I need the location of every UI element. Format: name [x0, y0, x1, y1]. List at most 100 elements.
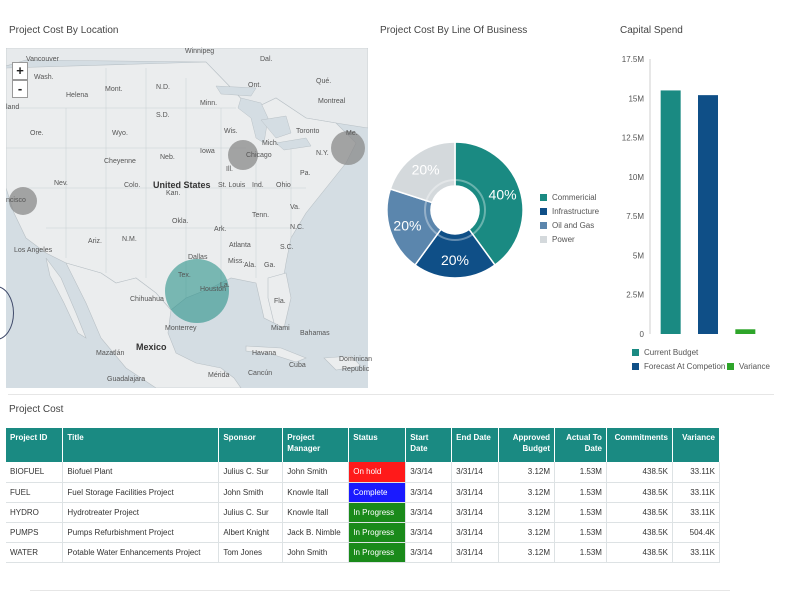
pie-legend-item[interactable]: Infrastructure: [540, 207, 599, 216]
bubble-chicago[interactable]: [228, 140, 258, 170]
col-status[interactable]: Status: [348, 428, 407, 462]
bar-legend-item[interactable]: Current Budget: [632, 348, 698, 357]
pie-inner-ring: [424, 179, 486, 241]
table-row[interactable]: HYDRO Hydrotreater Project Julius C. Sur Kn…: [6, 502, 721, 523]
table-row[interactable]: BIOFUEL Biofuel Plant Julius C. Sur John Sm…: [6, 462, 721, 483]
legend-label: Current Budget: [644, 348, 699, 357]
label-tenn: Tenn.: [252, 212, 270, 219]
label-bahamas: Bahamas: [300, 330, 330, 337]
label-helena: Helena: [66, 92, 89, 99]
col-start-date[interactable]: Start Date: [405, 428, 453, 462]
table-row[interactable]: PUMPS Pumps Refurbishment Project Albert K…: [6, 522, 721, 543]
cell-id: PUMPS: [6, 522, 64, 543]
cell-sponsor: Tom Jones: [218, 542, 284, 563]
cell-budget: 3.12M: [498, 482, 556, 503]
bubble-houston[interactable]: [165, 259, 229, 323]
col-title[interactable]: Title: [62, 428, 220, 462]
label-kan: Kan.: [166, 190, 181, 197]
col-variance[interactable]: Variance: [672, 428, 721, 462]
state-borders: [6, 68, 306, 298]
label-cancun: Cancún: [248, 370, 273, 377]
label-monterrey: Monterrey: [165, 325, 197, 332]
label-united-states: United States: [153, 180, 211, 190]
pie-title: Project Cost By Line Of Business: [380, 25, 528, 36]
label-va: Va.: [290, 204, 300, 211]
cell-manager: Knowle Itall: [282, 502, 350, 523]
pie-legend-item[interactable]: Oil and Gas: [540, 221, 594, 230]
label-republic: Republic: [342, 366, 370, 373]
cuba-land: [245, 345, 307, 363]
pie-label: 40%: [489, 187, 517, 203]
pie-label: 20%: [412, 162, 440, 178]
col-commitments[interactable]: Commitments: [606, 428, 673, 462]
label-mexico: Mexico: [136, 342, 167, 352]
label-nev: Nev.: [54, 180, 68, 187]
status-badge: In Progress: [348, 502, 407, 523]
bar-legend-item[interactable]: Variance: [727, 362, 770, 371]
col-approved-budget[interactable]: Approved Budget: [498, 428, 556, 462]
bubble-san-francisco[interactable]: [9, 187, 37, 215]
label-ala: Ala.: [244, 262, 257, 269]
label-fla: Fla.: [274, 298, 286, 305]
label-dominican: Dominican: [339, 356, 373, 363]
pie-slice-commericial[interactable]: [454, 141, 524, 267]
label-wash: Wash.: [34, 74, 54, 81]
table-row[interactable]: FUEL Fuel Storage Facilities Project John …: [6, 482, 721, 503]
pie-label: 20%: [393, 217, 421, 233]
pie-slice-power[interactable]: [389, 141, 456, 204]
col-actual-to-date[interactable]: Actual To Date: [554, 428, 607, 462]
label-wyo: Wyo.: [112, 130, 128, 137]
status-badge: In Progress: [348, 522, 407, 543]
bar-variance[interactable]: [735, 329, 756, 334]
project-location-map[interactable]: [6, 48, 368, 388]
cell-manager: John Smith: [282, 462, 350, 483]
table-row[interactable]: WATER Potable Water Enhancements Project T…: [6, 542, 721, 563]
map-canvas: [6, 48, 368, 388]
bottom-divider: [30, 590, 730, 591]
label-ore: Ore.: [30, 130, 44, 137]
bar-forecast-at-competion[interactable]: [698, 95, 718, 334]
cell-actual: 1.53M: [554, 542, 607, 563]
cell-manager: Jack B. Nimble: [282, 522, 350, 543]
pie-legend-item[interactable]: Commericial: [540, 193, 596, 202]
col-project-id[interactable]: Project ID: [6, 428, 64, 462]
label-nm: N.M.: [122, 236, 137, 243]
zoom-in-button[interactable]: +: [12, 62, 28, 80]
col-end-date[interactable]: End Date: [451, 428, 500, 462]
pie-slice-oil-and-gas[interactable]: [386, 188, 442, 267]
zoom-out-button[interactable]: -: [12, 80, 28, 98]
col-sponsor[interactable]: Sponsor: [218, 428, 284, 462]
capital-spend-bar-chart[interactable]: 0 2.5M 5M 7.5M 10M 12.5M 15M 17.5M: [612, 52, 772, 347]
label-toronto: Toronto: [296, 128, 320, 135]
label-dallas: Dallas: [188, 254, 208, 261]
label-atlanta: Atlanta: [229, 242, 251, 249]
label-sc: S.C.: [280, 244, 294, 251]
cell-budget: 3.12M: [498, 522, 556, 543]
label-miss: Miss.: [228, 258, 245, 265]
cell-id: WATER: [6, 542, 64, 563]
cell-manager: Knowle Itall: [282, 482, 350, 503]
label-sd: S.D.: [156, 112, 170, 119]
cell-variance: 33.11K: [672, 462, 721, 483]
cell-sponsor: Albert Knight: [218, 522, 284, 543]
cell-variance: 33.11K: [672, 502, 721, 523]
label-st-louis: St. Louis: [218, 182, 246, 189]
cell-commitments: 438.5K: [606, 482, 673, 503]
label-pa: Pa.: [300, 170, 311, 177]
table-header-row: Project ID Title Sponsor Project Manager…: [6, 428, 721, 462]
pie-slice-infrastructure[interactable]: [413, 228, 497, 279]
pie-chart[interactable]: 40% 20% 20% 20%: [385, 115, 530, 305]
bar-current-budget[interactable]: [660, 90, 681, 334]
florida-land: [267, 272, 292, 329]
cell-actual: 1.53M: [554, 462, 607, 483]
label-ga: Ga.: [264, 262, 276, 269]
bar-legend-item[interactable]: Forecast At Competion: [632, 362, 725, 371]
col-project-manager[interactable]: Project Manager: [282, 428, 350, 462]
baja-land: [45, 257, 87, 339]
bubble-new-york[interactable]: [331, 131, 365, 165]
label-mont: Mont.: [105, 86, 123, 93]
pie-legend-item[interactable]: Power: [540, 235, 575, 244]
cell-start: 3/3/14: [405, 502, 453, 523]
label-nc: N.C.: [290, 224, 304, 231]
label-winnipeg: Winnipeg: [185, 48, 215, 55]
